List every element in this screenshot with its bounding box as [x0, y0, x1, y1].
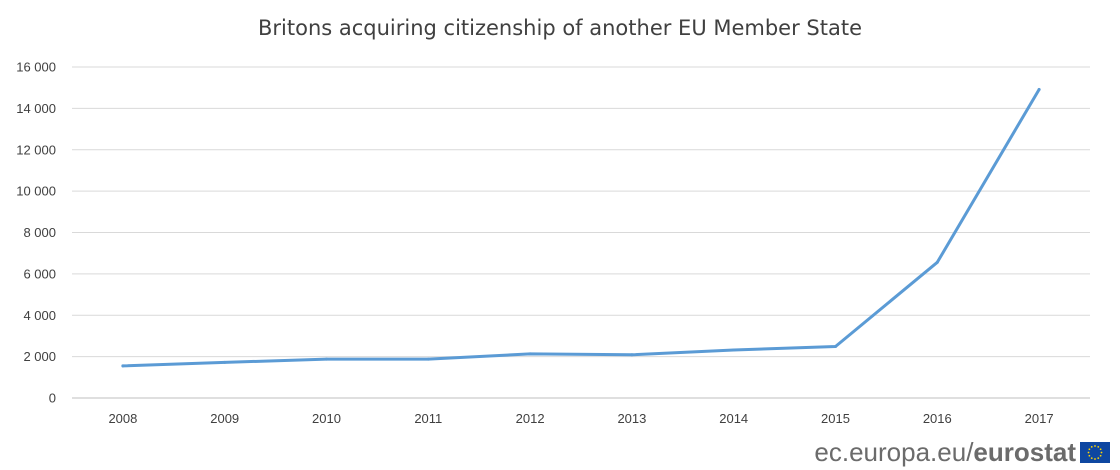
data-point: [834, 344, 837, 348]
source-site-text: ec.europa.eu: [814, 436, 967, 467]
x-tick-label: 2009: [210, 411, 239, 426]
data-point: [528, 352, 532, 356]
y-tick-label: 14 000: [16, 101, 56, 116]
x-tick-label: 2014: [719, 411, 748, 426]
y-tick-label: 2 000: [23, 349, 56, 364]
series-line: [121, 88, 1041, 368]
data-point: [630, 353, 634, 357]
x-tick-label: 2015: [821, 411, 850, 426]
x-axis-ticks: 2008 2009 2010 2011 2012 2013 2014 2015 2016 2017: [108, 411, 1053, 426]
x-tick-label: 2011: [414, 411, 442, 426]
data-point: [426, 357, 430, 361]
y-tick-label: 12 000: [16, 142, 56, 157]
data-point: [223, 360, 227, 364]
x-tick-label: 2012: [516, 411, 545, 426]
x-tick-label: 2010: [312, 411, 341, 426]
chart-title: Britons acquiring citizenship of another…: [258, 16, 862, 40]
source-slash-text: /: [966, 436, 974, 467]
data-point: [121, 364, 125, 368]
gridlines: [72, 66, 1090, 399]
y-tick-label: 4 000: [23, 308, 56, 323]
y-tick-label: 16 000: [16, 60, 56, 75]
y-axis-ticks: 0 2 000 4 000 6 000 8 000 10 000 12 000 14 000 1…: [16, 60, 56, 406]
y-tick-label: 10 000: [16, 184, 56, 199]
eurostat-brand-text: eurostat: [973, 436, 1076, 467]
data-point: [935, 260, 939, 264]
series-layer: [121, 88, 1041, 368]
eurostat-footer: ec.europa.eu / eurostat: [814, 437, 1110, 467]
eu-flag-icon: [1080, 441, 1110, 463]
x-tick-label: 2013: [617, 411, 646, 426]
data-point: [325, 357, 328, 361]
y-tick-label: 8 000: [23, 225, 56, 240]
y-tick-label: 0: [49, 391, 56, 406]
x-tick-label: 2008: [108, 411, 137, 426]
data-point: [732, 348, 736, 352]
y-tick-label: 6 000: [23, 266, 56, 281]
data-point: [1037, 88, 1041, 92]
x-tick-label: 2016: [923, 411, 952, 426]
x-tick-label: 2017: [1025, 411, 1054, 426]
